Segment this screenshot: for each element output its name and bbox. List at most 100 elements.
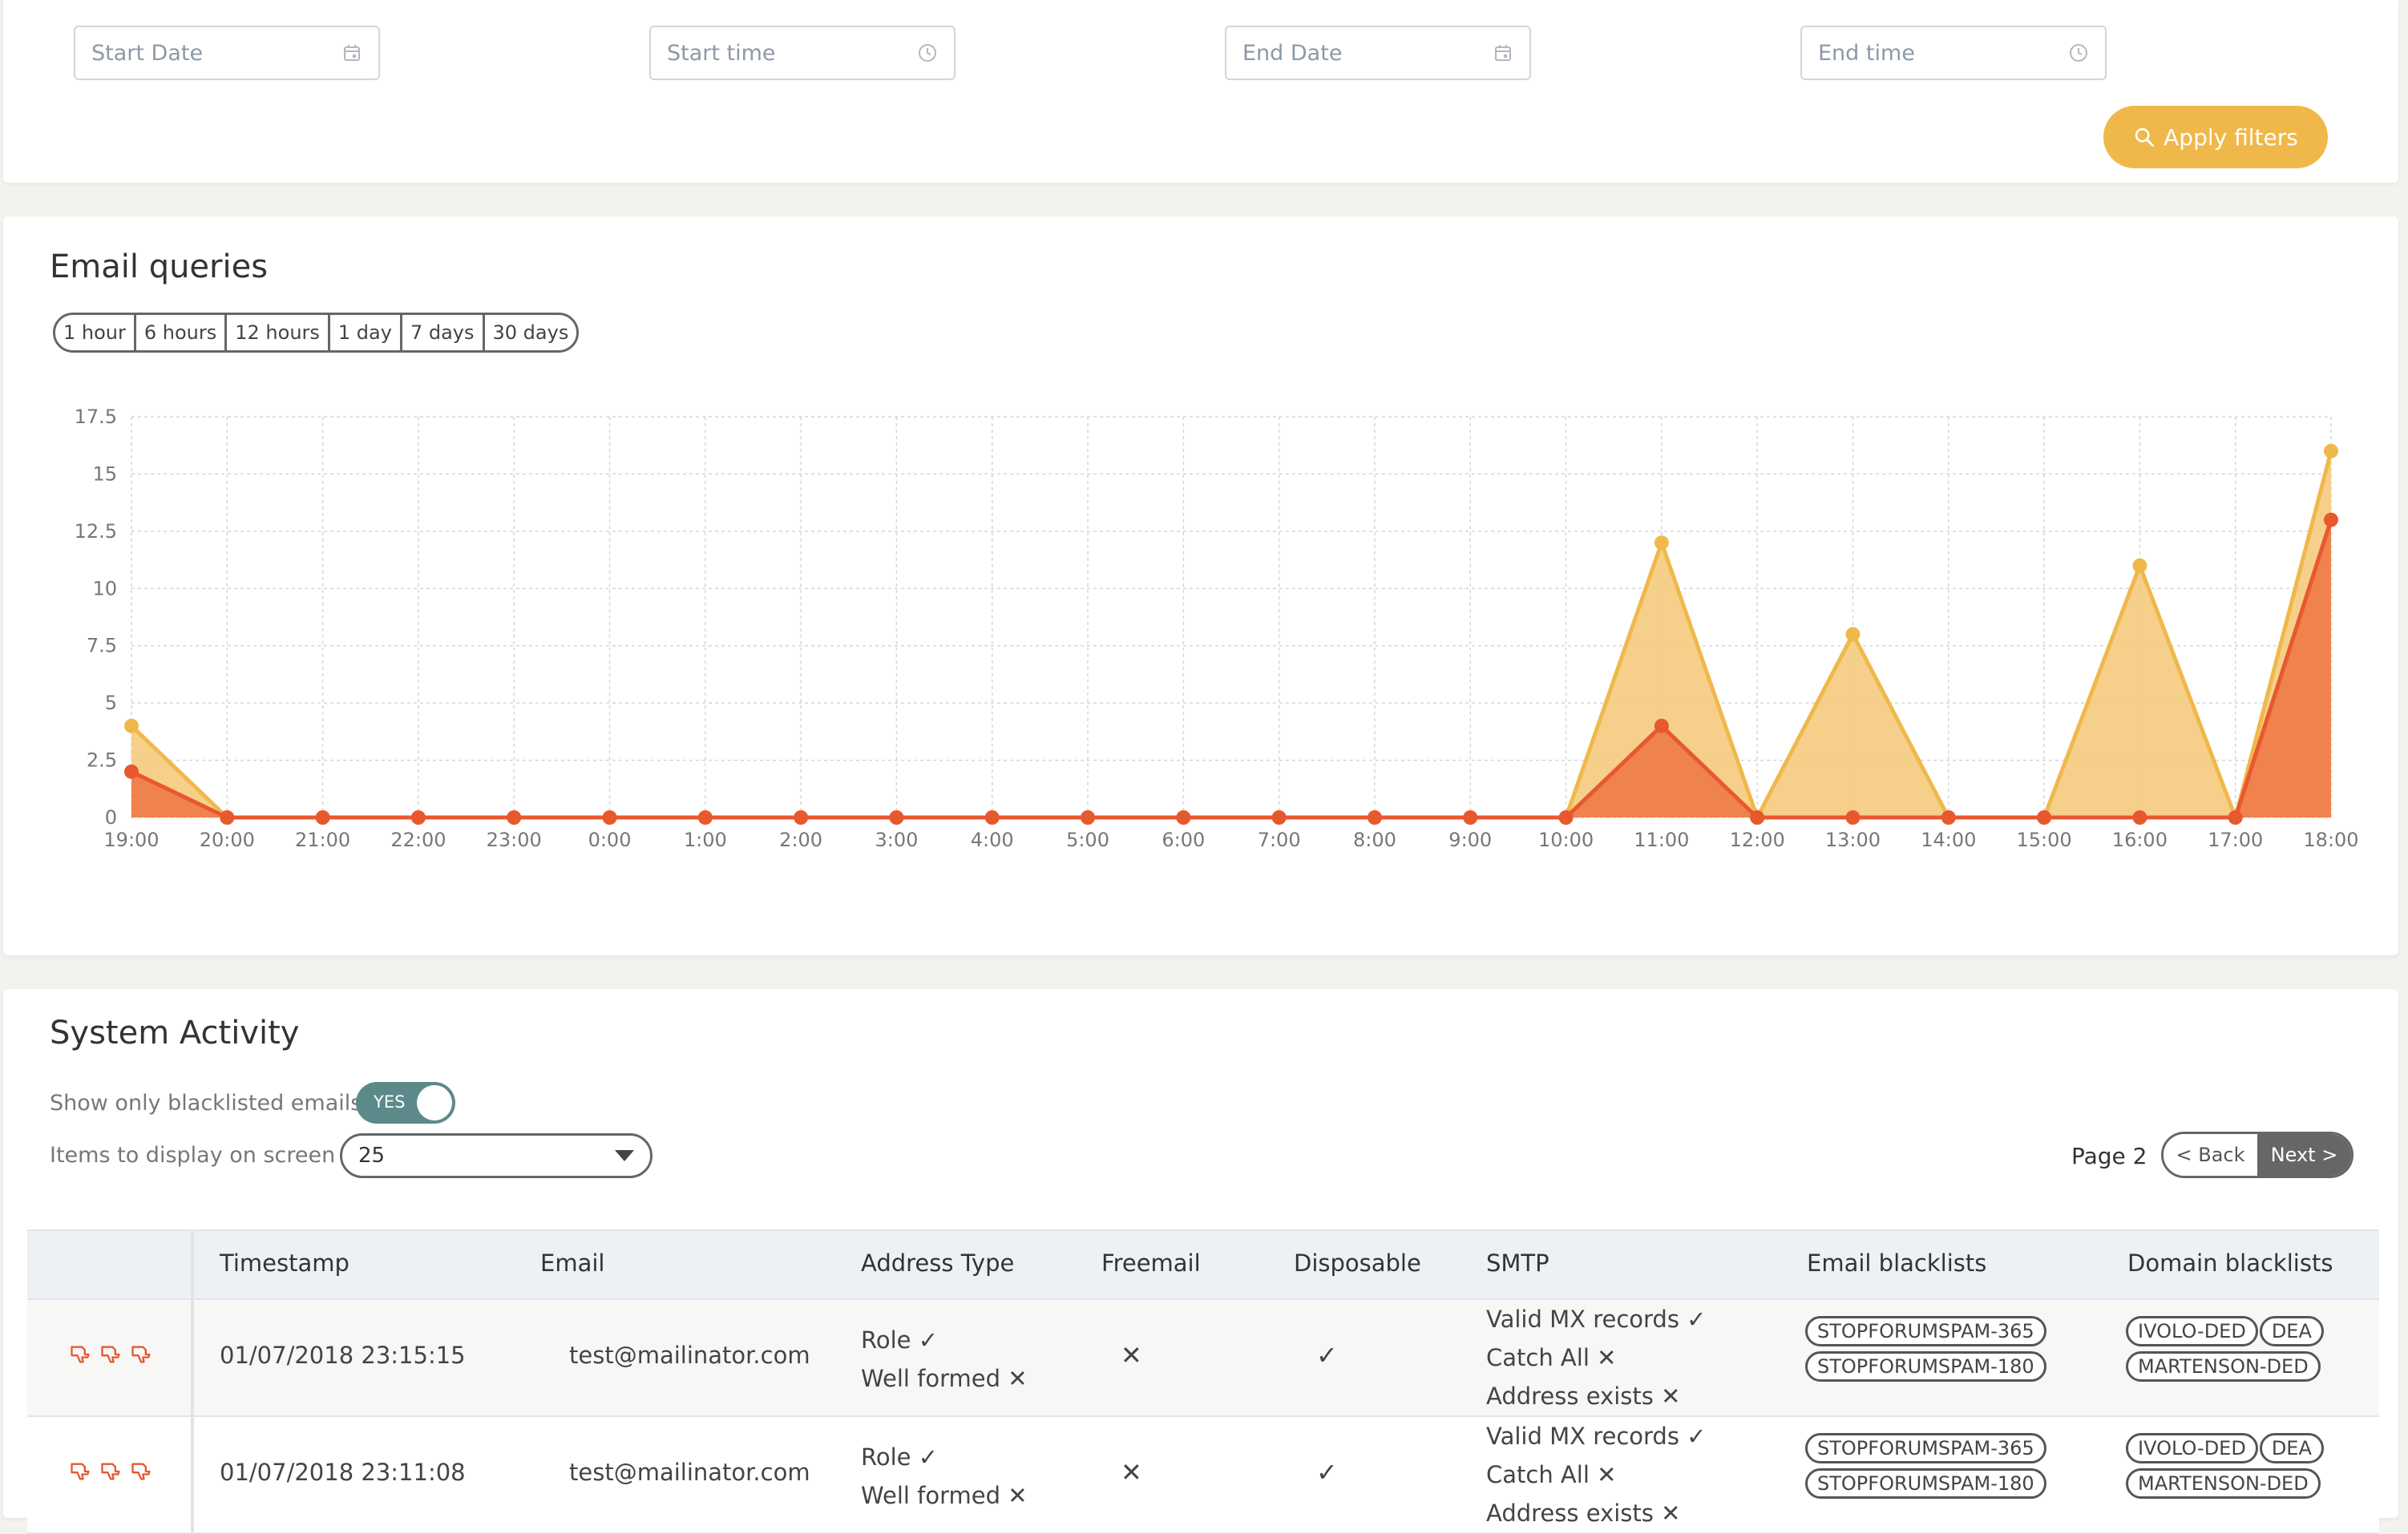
data-point bbox=[697, 810, 713, 825]
y-tick-label: 0 bbox=[105, 806, 117, 829]
x-tick-label: 18:00 bbox=[2303, 829, 2358, 851]
y-tick-label: 7.5 bbox=[87, 635, 117, 657]
range-6-hours[interactable]: 6 hours bbox=[135, 315, 228, 350]
col-domain-blacklists: Domain blacklists bbox=[2127, 1249, 2333, 1277]
disposable-check-icon: ✓ bbox=[1316, 1340, 1338, 1371]
row-email: test@mailinator.com bbox=[569, 1459, 810, 1486]
start-date-field[interactable]: Start Date bbox=[74, 26, 380, 80]
x-tick-label: 7:00 bbox=[1258, 829, 1301, 851]
activity-table: Timestamp Email Address Type Freemail Di… bbox=[27, 1229, 2379, 1534]
email-queries-panel: Email queries 1 hour 6 hours 12 hours 1 … bbox=[3, 216, 2398, 955]
rating-icons bbox=[69, 1343, 152, 1366]
x-tick-label: 3:00 bbox=[875, 829, 918, 851]
end-time-placeholder: End time bbox=[1818, 40, 1915, 66]
smtp-cell: Valid MX records ✓ Catch All ✕ Address e… bbox=[1486, 1300, 1706, 1415]
pagination: < Back Next > bbox=[2161, 1132, 2353, 1178]
email-queries-chart: 0 2.5 5 7.5 10 12.5 15 17.5 19:00 20:00 21:00 22:00… bbox=[75, 406, 2359, 851]
blacklisted-toggle[interactable]: YES bbox=[356, 1082, 455, 1124]
domain-blacklists-cell: IVOLO-DED DEA MARTENSON-DED bbox=[2126, 1316, 2366, 1387]
col-address-type: Address Type bbox=[861, 1249, 1015, 1277]
domain-blacklist-tag: MARTENSON-DED bbox=[2126, 1351, 2321, 1382]
end-time-field[interactable]: End time bbox=[1800, 26, 2107, 80]
end-date-field[interactable]: End Date bbox=[1225, 26, 1531, 80]
x-tick-label: 19:00 bbox=[103, 829, 159, 851]
clock-icon bbox=[2068, 42, 2089, 63]
email-blacklists-cell: STOPFORUMSPAM-365 STOPFORUMSPAM-180 bbox=[1805, 1433, 2062, 1504]
catch-all-label: Catch All bbox=[1486, 1461, 1590, 1488]
check-icon: ✓ bbox=[1687, 1423, 1707, 1450]
col-timestamp: Timestamp bbox=[220, 1249, 349, 1277]
address-exists-label: Address exists bbox=[1486, 1383, 1654, 1410]
series-area-1 bbox=[131, 519, 2331, 817]
col-email-blacklists: Email blacklists bbox=[1807, 1249, 1987, 1277]
series-line-0 bbox=[130, 450, 2333, 820]
x-tick-label: 22:00 bbox=[390, 829, 446, 851]
rating-icons bbox=[69, 1460, 152, 1483]
data-point bbox=[984, 810, 1000, 825]
row-timestamp: 01/07/2018 23:11:08 bbox=[220, 1459, 466, 1486]
apply-filters-button[interactable]: Apply filters bbox=[2103, 106, 2328, 168]
table-row[interactable]: 01/07/2018 23:15:15 test@mailinator.com … bbox=[27, 1300, 2379, 1417]
email-blacklist-tag: STOPFORUMSPAM-365 bbox=[1805, 1316, 2046, 1346]
data-point bbox=[1845, 627, 1861, 642]
toggle-knob bbox=[417, 1085, 452, 1120]
y-tick-label: 12.5 bbox=[75, 520, 117, 543]
range-1-hour[interactable]: 1 hour bbox=[55, 315, 136, 350]
thumbs-down-icon bbox=[130, 1460, 152, 1483]
x-tick-label: 1:00 bbox=[684, 829, 727, 851]
domain-blacklist-tag: MARTENSON-DED bbox=[2126, 1468, 2321, 1499]
back-button[interactable]: < Back bbox=[2164, 1134, 2257, 1176]
domain-blacklist-tag: DEA bbox=[2259, 1316, 2324, 1346]
calendar-icon bbox=[1493, 42, 1513, 63]
data-point bbox=[1750, 810, 1765, 825]
thumbs-down-icon bbox=[130, 1343, 152, 1366]
series-area-0 bbox=[131, 450, 2331, 817]
table-row[interactable]: 01/07/2018 23:11:08 test@mailinator.com … bbox=[27, 1417, 2379, 1534]
well-formed-label: Well formed bbox=[861, 1482, 1001, 1509]
domain-blacklist-tag: DEA bbox=[2259, 1433, 2324, 1463]
x-tick-label: 12:00 bbox=[1730, 829, 1785, 851]
range-1-day[interactable]: 1 day bbox=[329, 315, 402, 350]
data-point bbox=[2132, 558, 2147, 573]
system-activity-title: System Activity bbox=[50, 1015, 300, 1052]
range-30-days[interactable]: 30 days bbox=[484, 315, 577, 350]
domain-blacklist-tag: IVOLO-DED bbox=[2126, 1433, 2258, 1463]
items-per-screen-select[interactable]: 25 bbox=[340, 1133, 653, 1178]
x-tick-label: 8:00 bbox=[1353, 829, 1396, 851]
smtp-cell: Valid MX records ✓ Catch All ✕ Address e… bbox=[1486, 1417, 1706, 1532]
data-point bbox=[1845, 810, 1861, 825]
data-point bbox=[2324, 512, 2338, 527]
role-label: Role bbox=[861, 1443, 911, 1471]
data-point bbox=[794, 810, 809, 825]
email-blacklist-tag: STOPFORUMSPAM-365 bbox=[1805, 1433, 2046, 1463]
address-type-cell: Role ✓ Well formed ✕ bbox=[861, 1321, 1028, 1398]
x-tick-label: 5:00 bbox=[1066, 829, 1109, 851]
calendar-icon bbox=[341, 42, 362, 63]
x-tick-label: 14:00 bbox=[1921, 829, 1976, 851]
column-divider bbox=[191, 1417, 194, 1532]
data-point bbox=[2132, 810, 2147, 825]
thumbs-down-icon bbox=[69, 1460, 91, 1483]
start-time-field[interactable]: Start time bbox=[649, 26, 956, 80]
system-activity-panel: System Activity Show only blacklisted em… bbox=[3, 989, 2398, 1534]
start-date-placeholder: Start Date bbox=[91, 40, 204, 66]
range-7-days[interactable]: 7 days bbox=[402, 315, 485, 350]
data-point bbox=[2324, 443, 2338, 458]
y-tick-label: 17.5 bbox=[75, 406, 117, 428]
next-button[interactable]: Next > bbox=[2257, 1134, 2351, 1176]
data-point bbox=[1654, 535, 1669, 551]
thumbs-down-icon bbox=[99, 1460, 122, 1483]
col-email: Email bbox=[540, 1249, 605, 1277]
col-disposable: Disposable bbox=[1294, 1249, 1421, 1277]
email-blacklist-tag: STOPFORUMSPAM-180 bbox=[1805, 1468, 2046, 1499]
check-icon: ✓ bbox=[1687, 1306, 1707, 1333]
data-point bbox=[124, 718, 139, 733]
y-tick-label: 2.5 bbox=[87, 749, 117, 772]
check-icon: ✓ bbox=[918, 1326, 939, 1354]
cross-icon: ✕ bbox=[1008, 1482, 1028, 1509]
data-point bbox=[2228, 810, 2243, 825]
data-point bbox=[124, 764, 139, 779]
cross-icon: ✕ bbox=[1597, 1344, 1617, 1371]
range-12-hours[interactable]: 12 hours bbox=[227, 315, 330, 350]
x-tick-label: 10:00 bbox=[1538, 829, 1594, 851]
